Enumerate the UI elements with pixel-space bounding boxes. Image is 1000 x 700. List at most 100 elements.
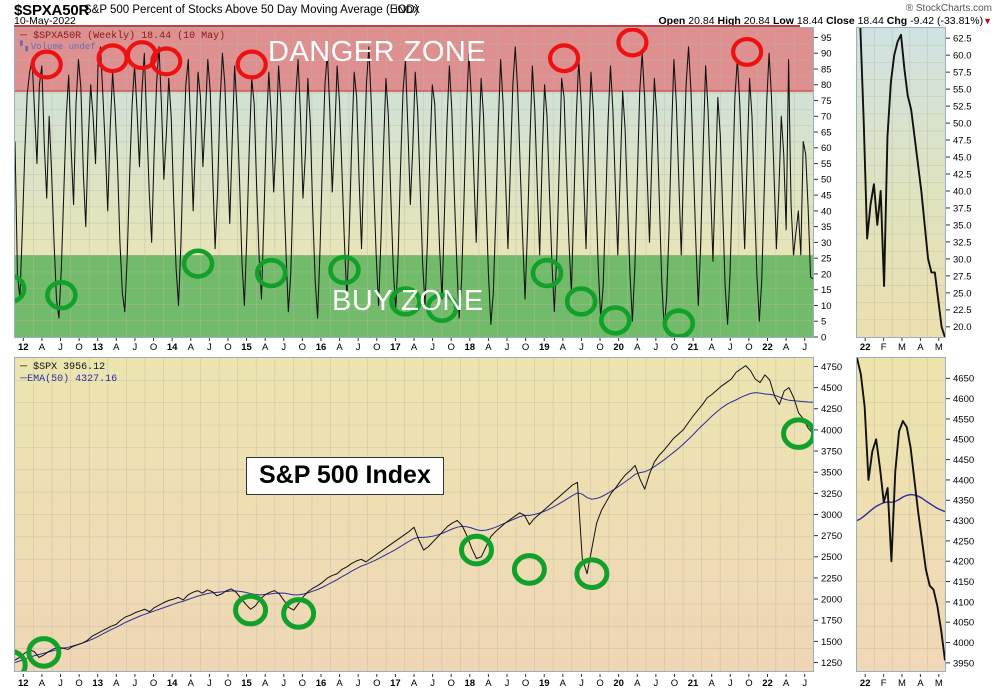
svg-text:4450: 4450 bbox=[953, 455, 974, 466]
svg-text:O: O bbox=[448, 342, 455, 353]
svg-text:4400: 4400 bbox=[953, 475, 974, 486]
svg-text:A: A bbox=[39, 678, 46, 689]
svg-text:4150: 4150 bbox=[953, 577, 974, 588]
svg-text:22: 22 bbox=[762, 342, 773, 353]
svg-text:35.0: 35.0 bbox=[953, 220, 972, 231]
svg-text:17: 17 bbox=[390, 678, 401, 689]
open-label: Open bbox=[658, 15, 686, 27]
svg-text:A: A bbox=[188, 678, 195, 689]
svg-text:O: O bbox=[150, 678, 157, 689]
svg-text:50.0: 50.0 bbox=[953, 118, 972, 129]
index-tag: INDX bbox=[395, 5, 421, 16]
svg-text:62.5: 62.5 bbox=[953, 34, 972, 45]
svg-text:M: M bbox=[898, 678, 906, 689]
svg-text:40.0: 40.0 bbox=[953, 186, 972, 197]
svg-text:M: M bbox=[935, 678, 943, 689]
svg-text:12: 12 bbox=[18, 678, 29, 689]
svg-text:37.5: 37.5 bbox=[953, 203, 972, 214]
svg-text:5: 5 bbox=[821, 317, 826, 328]
buy-zone-label: BUY ZONE bbox=[332, 285, 484, 317]
svg-text:4100: 4100 bbox=[953, 597, 974, 608]
svg-text:J: J bbox=[133, 678, 138, 689]
svg-text:J: J bbox=[281, 342, 286, 353]
svg-text:A: A bbox=[113, 342, 120, 353]
svg-text:55.0: 55.0 bbox=[953, 85, 972, 96]
svg-text:A: A bbox=[709, 342, 716, 353]
svg-text:J: J bbox=[207, 342, 212, 353]
svg-text:O: O bbox=[373, 678, 380, 689]
svg-text:60.0: 60.0 bbox=[953, 51, 972, 62]
svg-text:J: J bbox=[430, 342, 435, 353]
svg-text:4300: 4300 bbox=[953, 516, 974, 527]
svg-text:J: J bbox=[728, 678, 733, 689]
svg-text:42.5: 42.5 bbox=[953, 169, 972, 180]
svg-text:4000: 4000 bbox=[953, 638, 974, 649]
chart-header: $SPXA50R S&P 500 Percent of Stocks Above… bbox=[0, 0, 1000, 27]
chg-direction-icon: ▼ bbox=[983, 16, 992, 26]
svg-text:2250: 2250 bbox=[821, 573, 842, 584]
svg-text:J: J bbox=[430, 678, 435, 689]
svg-text:20: 20 bbox=[613, 678, 624, 689]
breadth-chart-plot[interactable] bbox=[14, 27, 814, 338]
svg-text:4350: 4350 bbox=[953, 496, 974, 507]
svg-text:25.0: 25.0 bbox=[953, 288, 972, 299]
svg-text:2750: 2750 bbox=[821, 531, 842, 542]
svg-text:A: A bbox=[411, 678, 418, 689]
svg-text:2000: 2000 bbox=[821, 594, 842, 605]
svg-text:A: A bbox=[336, 342, 343, 353]
svg-text:A: A bbox=[39, 342, 46, 353]
svg-text:10: 10 bbox=[821, 301, 832, 312]
svg-text:A: A bbox=[113, 678, 120, 689]
svg-text:A: A bbox=[917, 678, 924, 689]
svg-text:14: 14 bbox=[167, 678, 178, 689]
svg-text:O: O bbox=[671, 342, 678, 353]
svg-text:3950: 3950 bbox=[953, 658, 974, 669]
svg-text:O: O bbox=[224, 342, 231, 353]
svg-text:27.5: 27.5 bbox=[953, 271, 972, 282]
svg-text:85: 85 bbox=[821, 64, 832, 75]
svg-text:M: M bbox=[935, 342, 943, 353]
svg-text:A: A bbox=[560, 342, 567, 353]
svg-text:35: 35 bbox=[821, 222, 832, 233]
ticker-description: S&P 500 Percent of Stocks Above 50 Day M… bbox=[84, 4, 419, 16]
svg-text:4050: 4050 bbox=[953, 618, 974, 629]
close-label: Close bbox=[826, 15, 855, 27]
svg-text:18: 18 bbox=[465, 342, 476, 353]
svg-text:J: J bbox=[505, 678, 510, 689]
svg-text:3750: 3750 bbox=[821, 446, 842, 457]
svg-text:A: A bbox=[188, 342, 195, 353]
svg-text:J: J bbox=[653, 342, 658, 353]
svg-text:40: 40 bbox=[821, 206, 832, 217]
spx-legend-ema: EMA(50) 4327.16 bbox=[27, 374, 118, 385]
svg-text:22: 22 bbox=[860, 342, 871, 353]
svg-text:O: O bbox=[299, 678, 306, 689]
svg-text:14: 14 bbox=[167, 342, 178, 353]
breadth-legend-volume: Volume undef bbox=[30, 42, 96, 52]
stockcharts-logo: ® StockCharts.com bbox=[905, 3, 992, 14]
svg-text:J: J bbox=[728, 342, 733, 353]
spx-chart-plot[interactable] bbox=[14, 357, 814, 672]
svg-text:16: 16 bbox=[316, 678, 327, 689]
spx-index-callout: S&P 500 Index bbox=[246, 457, 444, 495]
spx-zoom-plot[interactable] bbox=[856, 357, 946, 672]
svg-text:1750: 1750 bbox=[821, 616, 842, 627]
svg-text:15: 15 bbox=[241, 678, 252, 689]
open-value: 20.84 bbox=[688, 15, 715, 27]
svg-text:O: O bbox=[224, 678, 231, 689]
svg-text:O: O bbox=[75, 342, 82, 353]
svg-text:A: A bbox=[634, 678, 641, 689]
breadth-zoom-plot[interactable] bbox=[856, 27, 946, 338]
svg-text:O: O bbox=[596, 678, 603, 689]
svg-text:A: A bbox=[485, 342, 492, 353]
svg-text:30.0: 30.0 bbox=[953, 254, 972, 265]
svg-text:F: F bbox=[881, 342, 887, 353]
svg-text:3000: 3000 bbox=[821, 510, 842, 521]
header-divider bbox=[14, 25, 800, 27]
svg-text:22: 22 bbox=[762, 678, 773, 689]
svg-text:80: 80 bbox=[821, 80, 832, 91]
svg-text:J: J bbox=[356, 342, 361, 353]
breadth-legend: ─ $SPXA50R (Weekly) 18.44 (10 May) ▘▖Vol… bbox=[20, 30, 226, 52]
svg-text:75: 75 bbox=[821, 96, 832, 107]
spx-legend-price: $SPX 3956.12 bbox=[33, 362, 106, 373]
